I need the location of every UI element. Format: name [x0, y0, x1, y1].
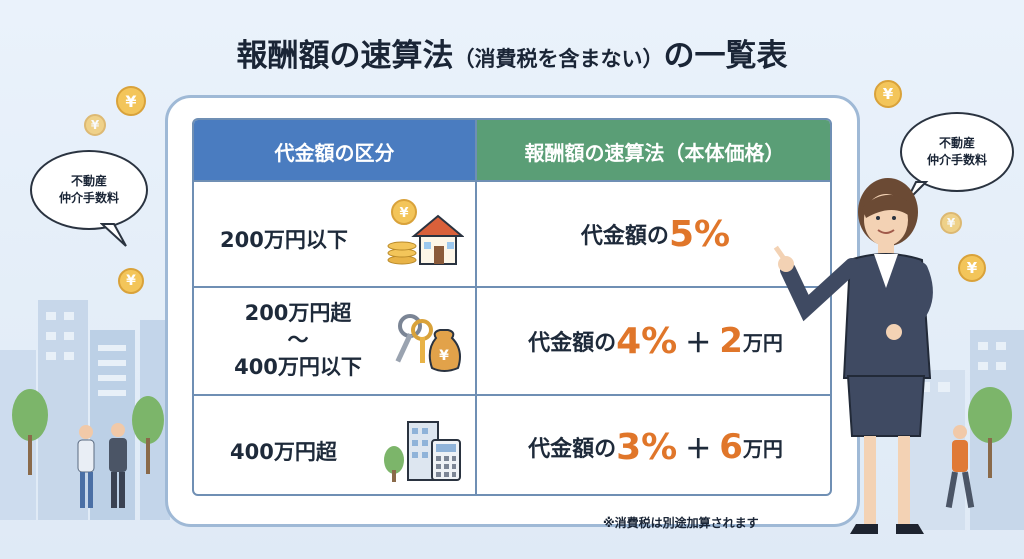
table-row: 200万円超 〜 400万円以下 ¥ 代金額の 4% ＋ 2 万円: [194, 286, 830, 394]
yen-coin-icon: ¥: [84, 114, 106, 136]
building-and-calculator-icon: [384, 421, 461, 482]
speech-bubble-left: 不動産 仲介手数料: [30, 150, 148, 230]
formula-percent: 3%: [616, 426, 678, 468]
formula-prefix: 代金額の: [528, 331, 617, 356]
title-main: 報酬額の速算法: [236, 38, 454, 74]
bubble-left-line2: 仲介手数料: [58, 191, 119, 205]
formula-unit: 万円: [742, 330, 783, 355]
formula-cell: 代金額の 3% ＋ 6 万円: [477, 396, 830, 494]
range-line-3: 400万円以下: [234, 355, 362, 379]
yen-coin-icon: ¥: [118, 268, 144, 294]
range-line-1: 200万円超: [244, 301, 352, 325]
fee-table: 代金額の区分 報酬額の速算法（本体価格） 200万円以下 ¥ 代金額の 5%: [192, 118, 832, 496]
range-cell: 400万円超: [194, 396, 475, 494]
formula-cell: 代金額の 5%: [477, 182, 830, 286]
house-with-coins-icon: ¥: [387, 199, 464, 265]
header-fee-formula: 報酬額の速算法（本体価格）: [475, 120, 830, 182]
yen-coin-icon: ¥: [874, 80, 902, 108]
svg-text:¥: ¥: [399, 206, 408, 221]
speech-bubble-tail-left: [100, 223, 127, 247]
formula-plus: ＋: [685, 328, 712, 359]
formula-unit: 万円: [742, 436, 783, 461]
yen-coin-icon: ¥: [940, 212, 962, 234]
businesswoman-illustration: [773, 178, 933, 534]
formula-plus: ＋: [685, 434, 712, 465]
formula-amount: 6: [719, 427, 743, 467]
city-skyline-left: [0, 300, 170, 520]
range-cell: 200万円以下 ¥: [194, 182, 475, 286]
keys-and-money-bag-icon: ¥: [395, 314, 461, 372]
bubble-right-line2: 仲介手数料: [926, 153, 987, 167]
table-row: 400万円超 代金額の 3%: [194, 394, 830, 494]
range-label: 400万円超: [230, 440, 337, 464]
yen-coin-icon: ¥: [116, 86, 146, 116]
title-tail: の一覧表: [663, 38, 788, 74]
header-price-range: 代金額の区分: [194, 120, 475, 182]
range-label: 200万円以下: [220, 228, 348, 252]
title-sub: （消費税を含まない）: [453, 47, 664, 71]
formula-amount: 2: [719, 321, 743, 361]
range-label: 200万円超 〜 400万円以下: [218, 300, 378, 381]
column-divider: [475, 120, 477, 494]
svg-text:¥: ¥: [439, 348, 449, 364]
formula-prefix: 代金額の: [528, 437, 617, 462]
footnote: ※消費税は別途加算されます: [603, 516, 759, 530]
speech-bubble-right: 不動産 仲介手数料: [900, 112, 1014, 192]
range-line-2: 〜: [287, 328, 309, 352]
yen-coin-icon: ¥: [958, 254, 986, 282]
formula-cell: 代金額の 4% ＋ 2 万円: [477, 288, 830, 394]
table-row: 200万円以下 ¥ 代金額の 5%: [194, 180, 830, 286]
formula-percent: 4%: [616, 320, 678, 362]
bubble-right-line1: 不動産: [938, 136, 975, 150]
formula-percent: 5%: [668, 213, 731, 255]
formula-prefix: 代金額の: [580, 224, 669, 249]
range-cell: 200万円超 〜 400万円以下 ¥: [194, 288, 475, 394]
page-title: 報酬額の速算法（消費税を含まない）の一覧表: [0, 30, 1024, 75]
bubble-left-line1: 不動産: [70, 174, 107, 188]
